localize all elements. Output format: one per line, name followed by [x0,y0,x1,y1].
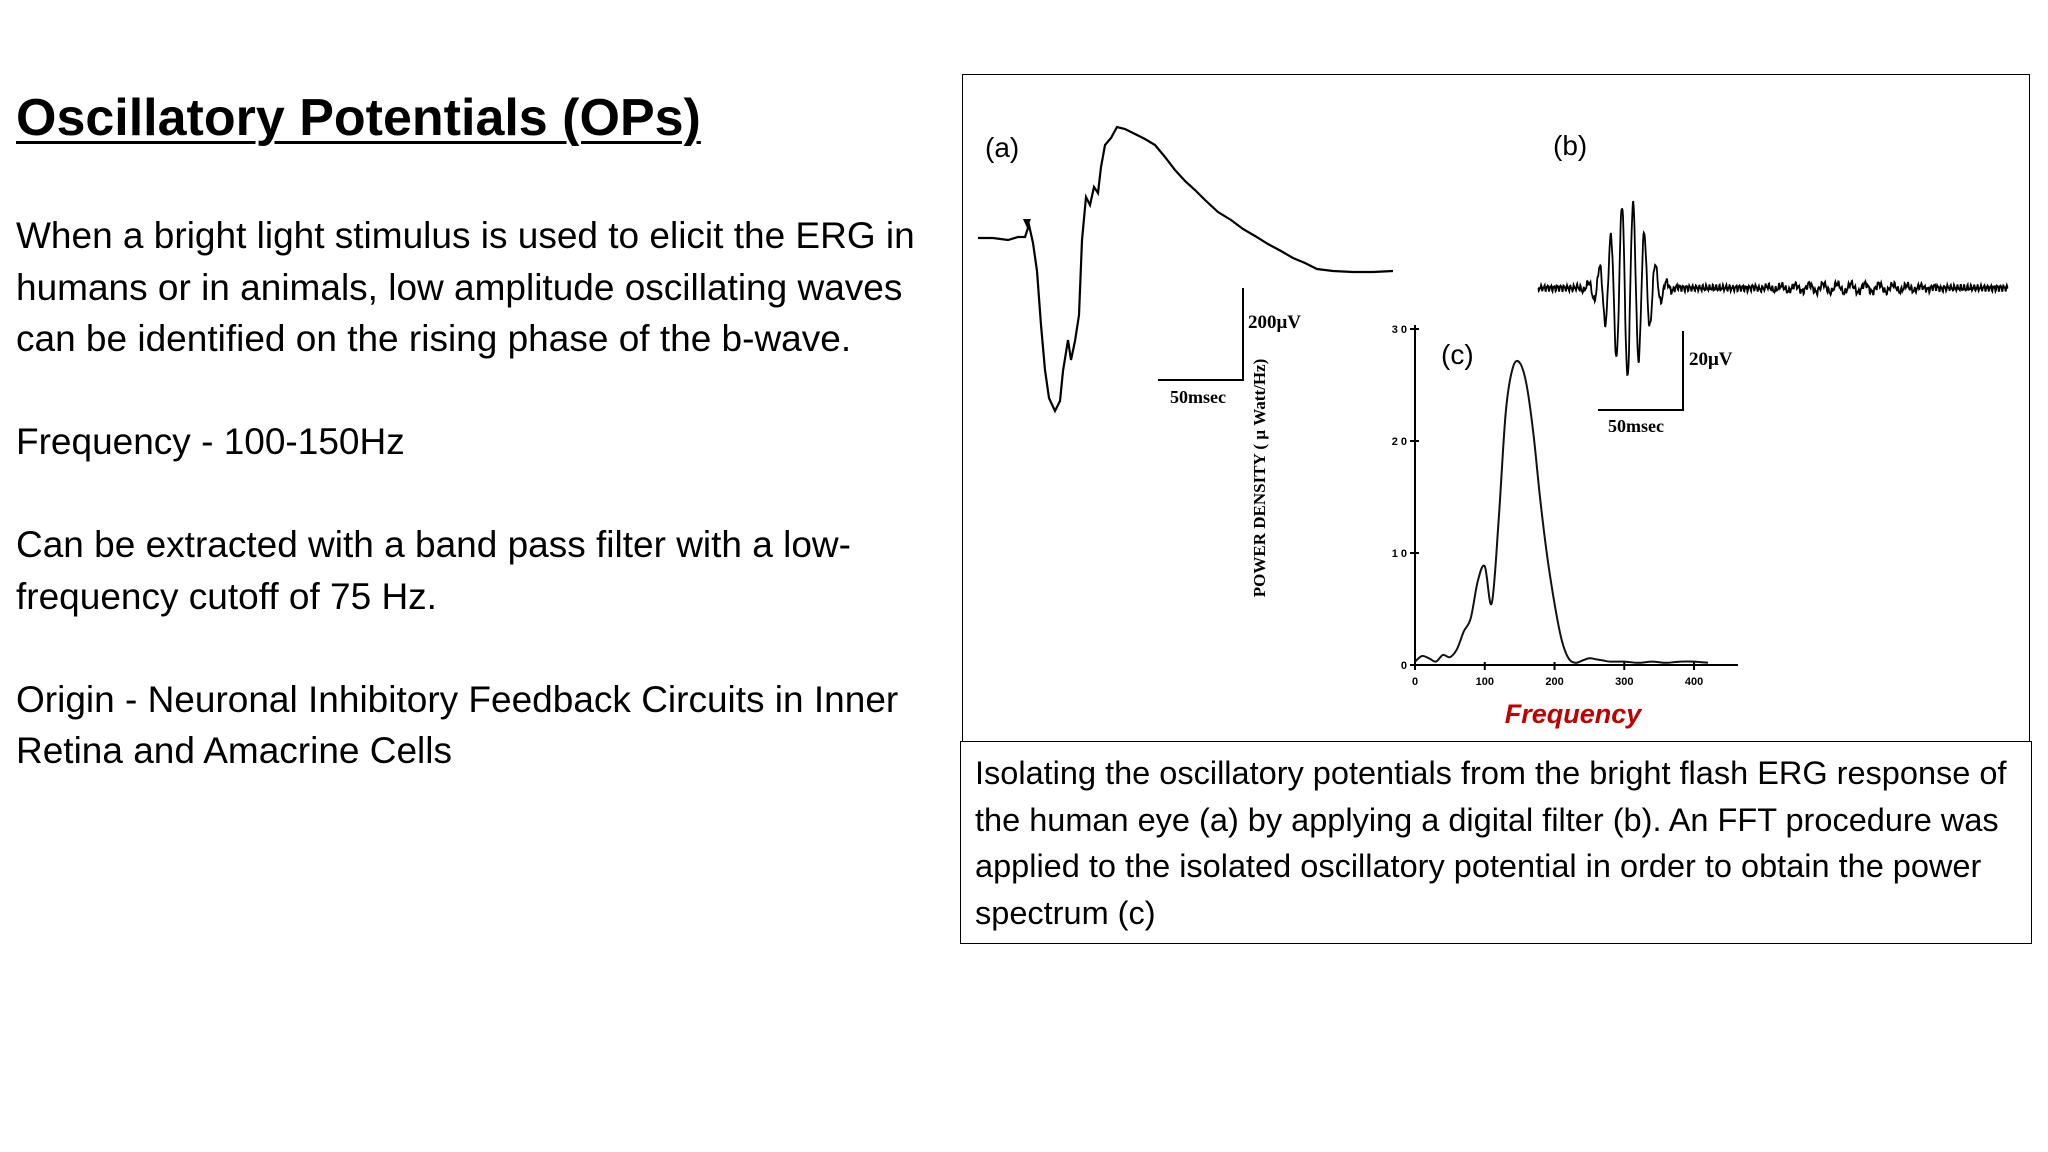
paragraph-frequency: Frequency - 100-150Hz [16,421,405,462]
y-tick-label: 3 0 [1392,324,1407,336]
x-tick-label: 0 [1412,676,1418,688]
panel-b-time-scale: 50msec [1608,416,1664,436]
figure-svg: (a) 200μV 50msec (b) 20μV 50msec (c) POW… [978,125,2009,729]
panel-a-label: (a) [985,132,1019,163]
panel-c-label: (c) [1441,339,1474,370]
x-tick-label: 100 [1476,676,1494,688]
x-tick-label: 200 [1545,676,1563,688]
erg-waveform [978,125,1394,414]
panel-c-y-axis-label: POWER DENSITY ( μ Watt/Hz) [1250,359,1269,598]
figure-box: (a) 200μV 50msec (b) 20μV 50msec (c) POW… [962,74,2030,742]
paragraph-intro: When a bright light stimulus is used to … [16,215,915,359]
x-tick-label: 400 [1685,676,1703,688]
panel-b-amp-scale: 20μV [1689,349,1733,370]
panel-a-scale-bar [1158,288,1244,381]
stimulus-marker [1023,219,1031,228]
paragraph-origin: Origin - Neuronal Inhibitory Feedback Ci… [16,678,899,772]
paragraph-filter: Can be extracted with a band pass filter… [16,524,851,617]
y-tick-label: 1 0 [1392,548,1407,560]
y-tick-label: 0 [1401,660,1407,672]
x-tick-label: 300 [1615,676,1633,688]
slide-title: Oscillatory Potentials (OPs) [16,89,701,147]
body-text: When a bright light stimulus is used to … [16,210,951,828]
op-waveform [1537,200,2009,377]
y-tick-label: 2 0 [1392,436,1407,448]
panel-a-time-scale: 50msec [1170,387,1226,407]
figure-caption: Isolating the oscillatory potentials fro… [960,741,2032,944]
panel-b-label: (b) [1553,130,1587,161]
panel-c-x-axis-label: Frequency [1505,699,1644,729]
panel-a-amp-scale: 200μV [1248,312,1301,333]
power-spectrum-line [1414,359,1709,664]
panel-b-scale-bar [1598,331,1684,411]
